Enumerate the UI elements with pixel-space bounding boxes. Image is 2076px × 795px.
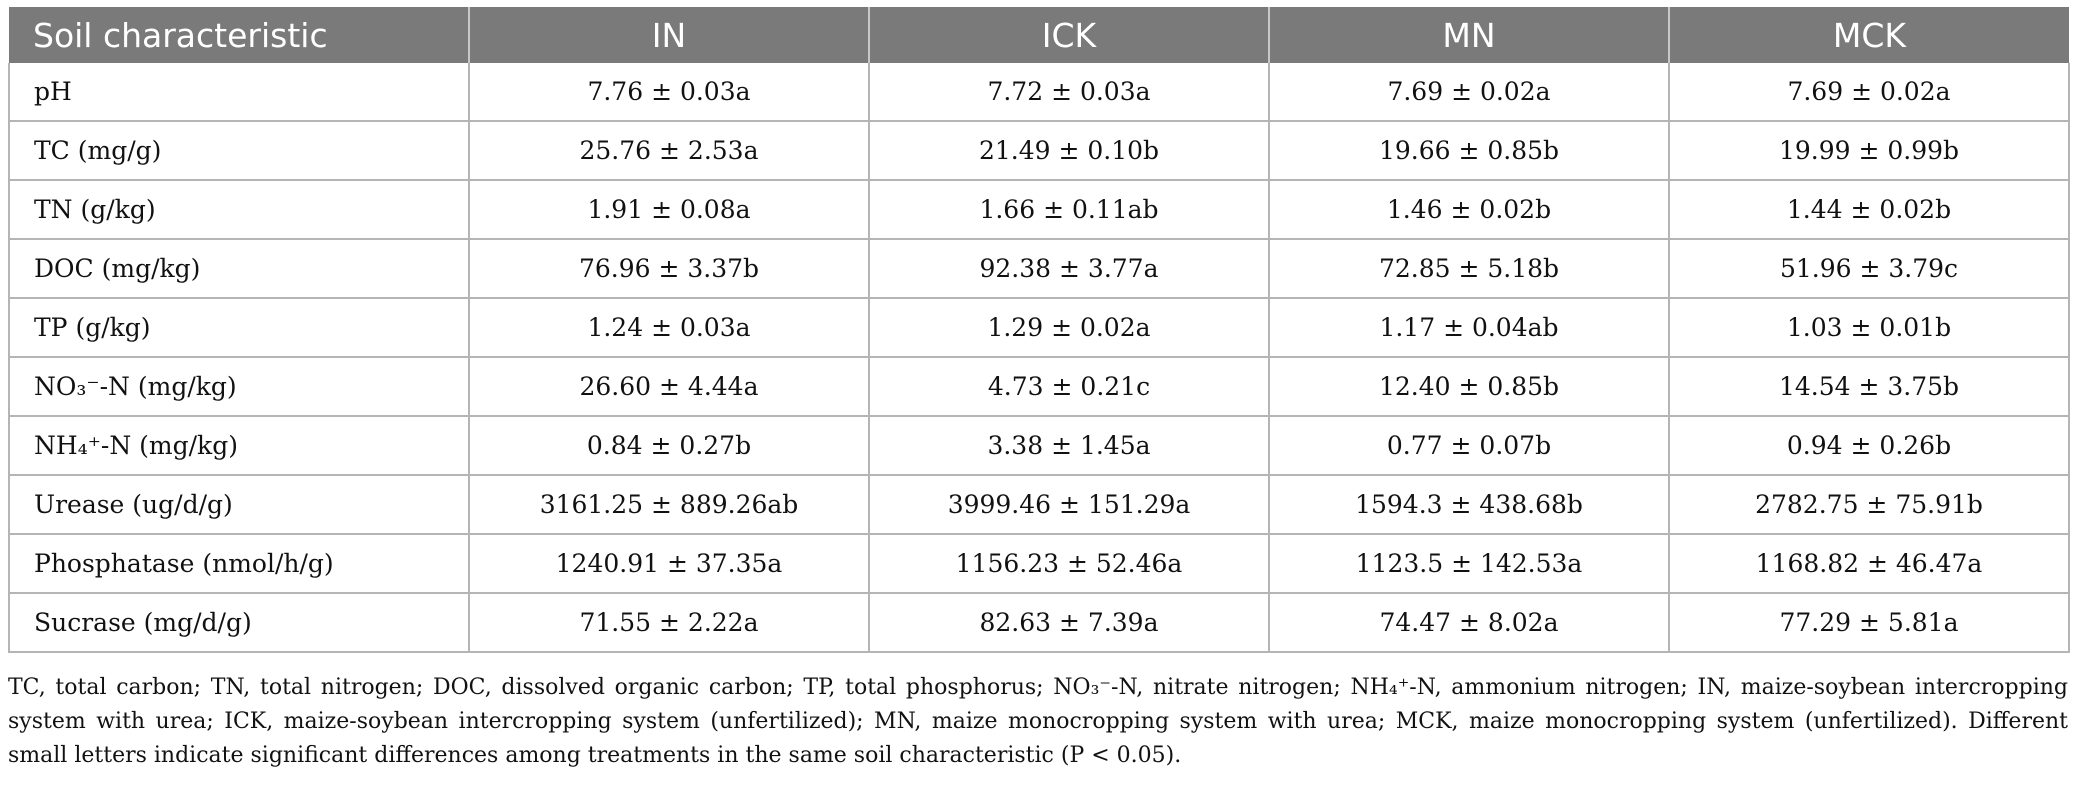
table-row: DOC (mg/kg) 76.96 ± 3.37b 92.38 ± 3.77a … — [8, 239, 2070, 299]
cell-in: 71.55 ± 2.22a — [468, 593, 869, 653]
cell-in: 25.76 ± 2.53a — [468, 121, 869, 181]
cell-ick: 92.38 ± 3.77a — [868, 239, 1269, 299]
cell-ick: 7.72 ± 0.03a — [868, 63, 1269, 122]
row-label: pH — [8, 63, 469, 122]
cell-mn: 7.69 ± 0.02a — [1268, 63, 1669, 122]
table-row: NH₄⁺-N (mg/kg) 0.84 ± 0.27b 3.38 ± 1.45a… — [8, 416, 2070, 476]
cell-mn: 1123.5 ± 142.53a — [1268, 534, 1669, 594]
cell-mck: 77.29 ± 5.81a — [1668, 593, 2070, 653]
cell-in: 1.24 ± 0.03a — [468, 298, 869, 358]
row-label: TP (g/kg) — [8, 298, 469, 358]
cell-mn: 12.40 ± 0.85b — [1268, 357, 1669, 417]
cell-in: 26.60 ± 4.44a — [468, 357, 869, 417]
cell-mck: 7.69 ± 0.02a — [1668, 63, 2070, 122]
table-body: pH 7.76 ± 0.03a 7.72 ± 0.03a 7.69 ± 0.02… — [8, 63, 2070, 653]
header-in: IN — [468, 7, 869, 63]
cell-mn: 19.66 ± 0.85b — [1268, 121, 1669, 181]
header-ick: ICK — [868, 7, 1269, 63]
cell-mck: 51.96 ± 3.79c — [1668, 239, 2070, 299]
row-label: TC (mg/g) — [8, 121, 469, 181]
header-row: Soil characteristic IN ICK MN MCK — [9, 7, 2069, 63]
cell-ick: 3999.46 ± 151.29a — [868, 475, 1269, 535]
header-mck: MCK — [1668, 7, 2069, 63]
table-row: NO₃⁻-N (mg/kg) 26.60 ± 4.44a 4.73 ± 0.21… — [8, 357, 2070, 417]
cell-mn: 1.46 ± 0.02b — [1268, 180, 1669, 240]
cell-in: 3161.25 ± 889.26ab — [468, 475, 869, 535]
header-mn: MN — [1268, 7, 1669, 63]
cell-ick: 21.49 ± 0.10b — [868, 121, 1269, 181]
table-row: TC (mg/g) 25.76 ± 2.53a 21.49 ± 0.10b 19… — [8, 121, 2070, 181]
cell-mck: 1.44 ± 0.02b — [1668, 180, 2070, 240]
table-container: Soil characteristic IN ICK MN MCK pH 7.7… — [8, 7, 2070, 795]
cell-mn: 1594.3 ± 438.68b — [1268, 475, 1669, 535]
cell-in: 76.96 ± 3.37b — [468, 239, 869, 299]
cell-in: 7.76 ± 0.03a — [468, 63, 869, 122]
cell-ick: 1.29 ± 0.02a — [868, 298, 1269, 358]
row-label: Phosphatase (nmol/h/g) — [8, 534, 469, 594]
table-footnote: TC, total carbon; TN, total nitrogen; DO… — [8, 675, 2068, 768]
table-row: TP (g/kg) 1.24 ± 0.03a 1.29 ± 0.02a 1.17… — [8, 298, 2070, 358]
cell-mn: 74.47 ± 8.02a — [1268, 593, 1669, 653]
cell-mn: 72.85 ± 5.18b — [1268, 239, 1669, 299]
cell-ick: 4.73 ± 0.21c — [868, 357, 1269, 417]
cell-mck: 1168.82 ± 46.47a — [1668, 534, 2070, 594]
cell-mck: 1.03 ± 0.01b — [1668, 298, 2070, 358]
table-row: Phosphatase (nmol/h/g) 1240.91 ± 37.35a … — [8, 534, 2070, 594]
cell-ick: 3.38 ± 1.45a — [868, 416, 1269, 476]
cell-mn: 1.17 ± 0.04ab — [1268, 298, 1669, 358]
cell-in: 1240.91 ± 37.35a — [468, 534, 869, 594]
table-row: pH 7.76 ± 0.03a 7.72 ± 0.03a 7.69 ± 0.02… — [8, 63, 2070, 122]
cell-mck: 2782.75 ± 75.91b — [1668, 475, 2070, 535]
cell-ick: 1.66 ± 0.11ab — [868, 180, 1269, 240]
cell-in: 1.91 ± 0.08a — [468, 180, 869, 240]
row-label: DOC (mg/kg) — [8, 239, 469, 299]
row-label: NH₄⁺-N (mg/kg) — [8, 416, 469, 476]
table-row: TN (g/kg) 1.91 ± 0.08a 1.66 ± 0.11ab 1.4… — [8, 180, 2070, 240]
cell-mck: 0.94 ± 0.26b — [1668, 416, 2070, 476]
row-label: NO₃⁻-N (mg/kg) — [8, 357, 469, 417]
cell-ick: 82.63 ± 7.39a — [868, 593, 1269, 653]
table-header: Soil characteristic IN ICK MN MCK — [9, 7, 2069, 63]
cell-in: 0.84 ± 0.27b — [468, 416, 869, 476]
cell-mck: 14.54 ± 3.75b — [1668, 357, 2070, 417]
soil-characteristics-table: Soil characteristic IN ICK MN MCK pH 7.7… — [8, 7, 2070, 653]
row-label: Sucrase (mg/d/g) — [8, 593, 469, 653]
header-soil-characteristic: Soil characteristic — [9, 7, 469, 63]
cell-mck: 19.99 ± 0.99b — [1668, 121, 2070, 181]
cell-ick: 1156.23 ± 52.46a — [868, 534, 1269, 594]
table-row: Urease (ug/d/g) 3161.25 ± 889.26ab 3999.… — [8, 475, 2070, 535]
cell-mn: 0.77 ± 0.07b — [1268, 416, 1669, 476]
table-row: Sucrase (mg/d/g) 71.55 ± 2.22a 82.63 ± 7… — [8, 593, 2070, 653]
row-label: Urease (ug/d/g) — [8, 475, 469, 535]
row-label: TN (g/kg) — [8, 180, 469, 240]
